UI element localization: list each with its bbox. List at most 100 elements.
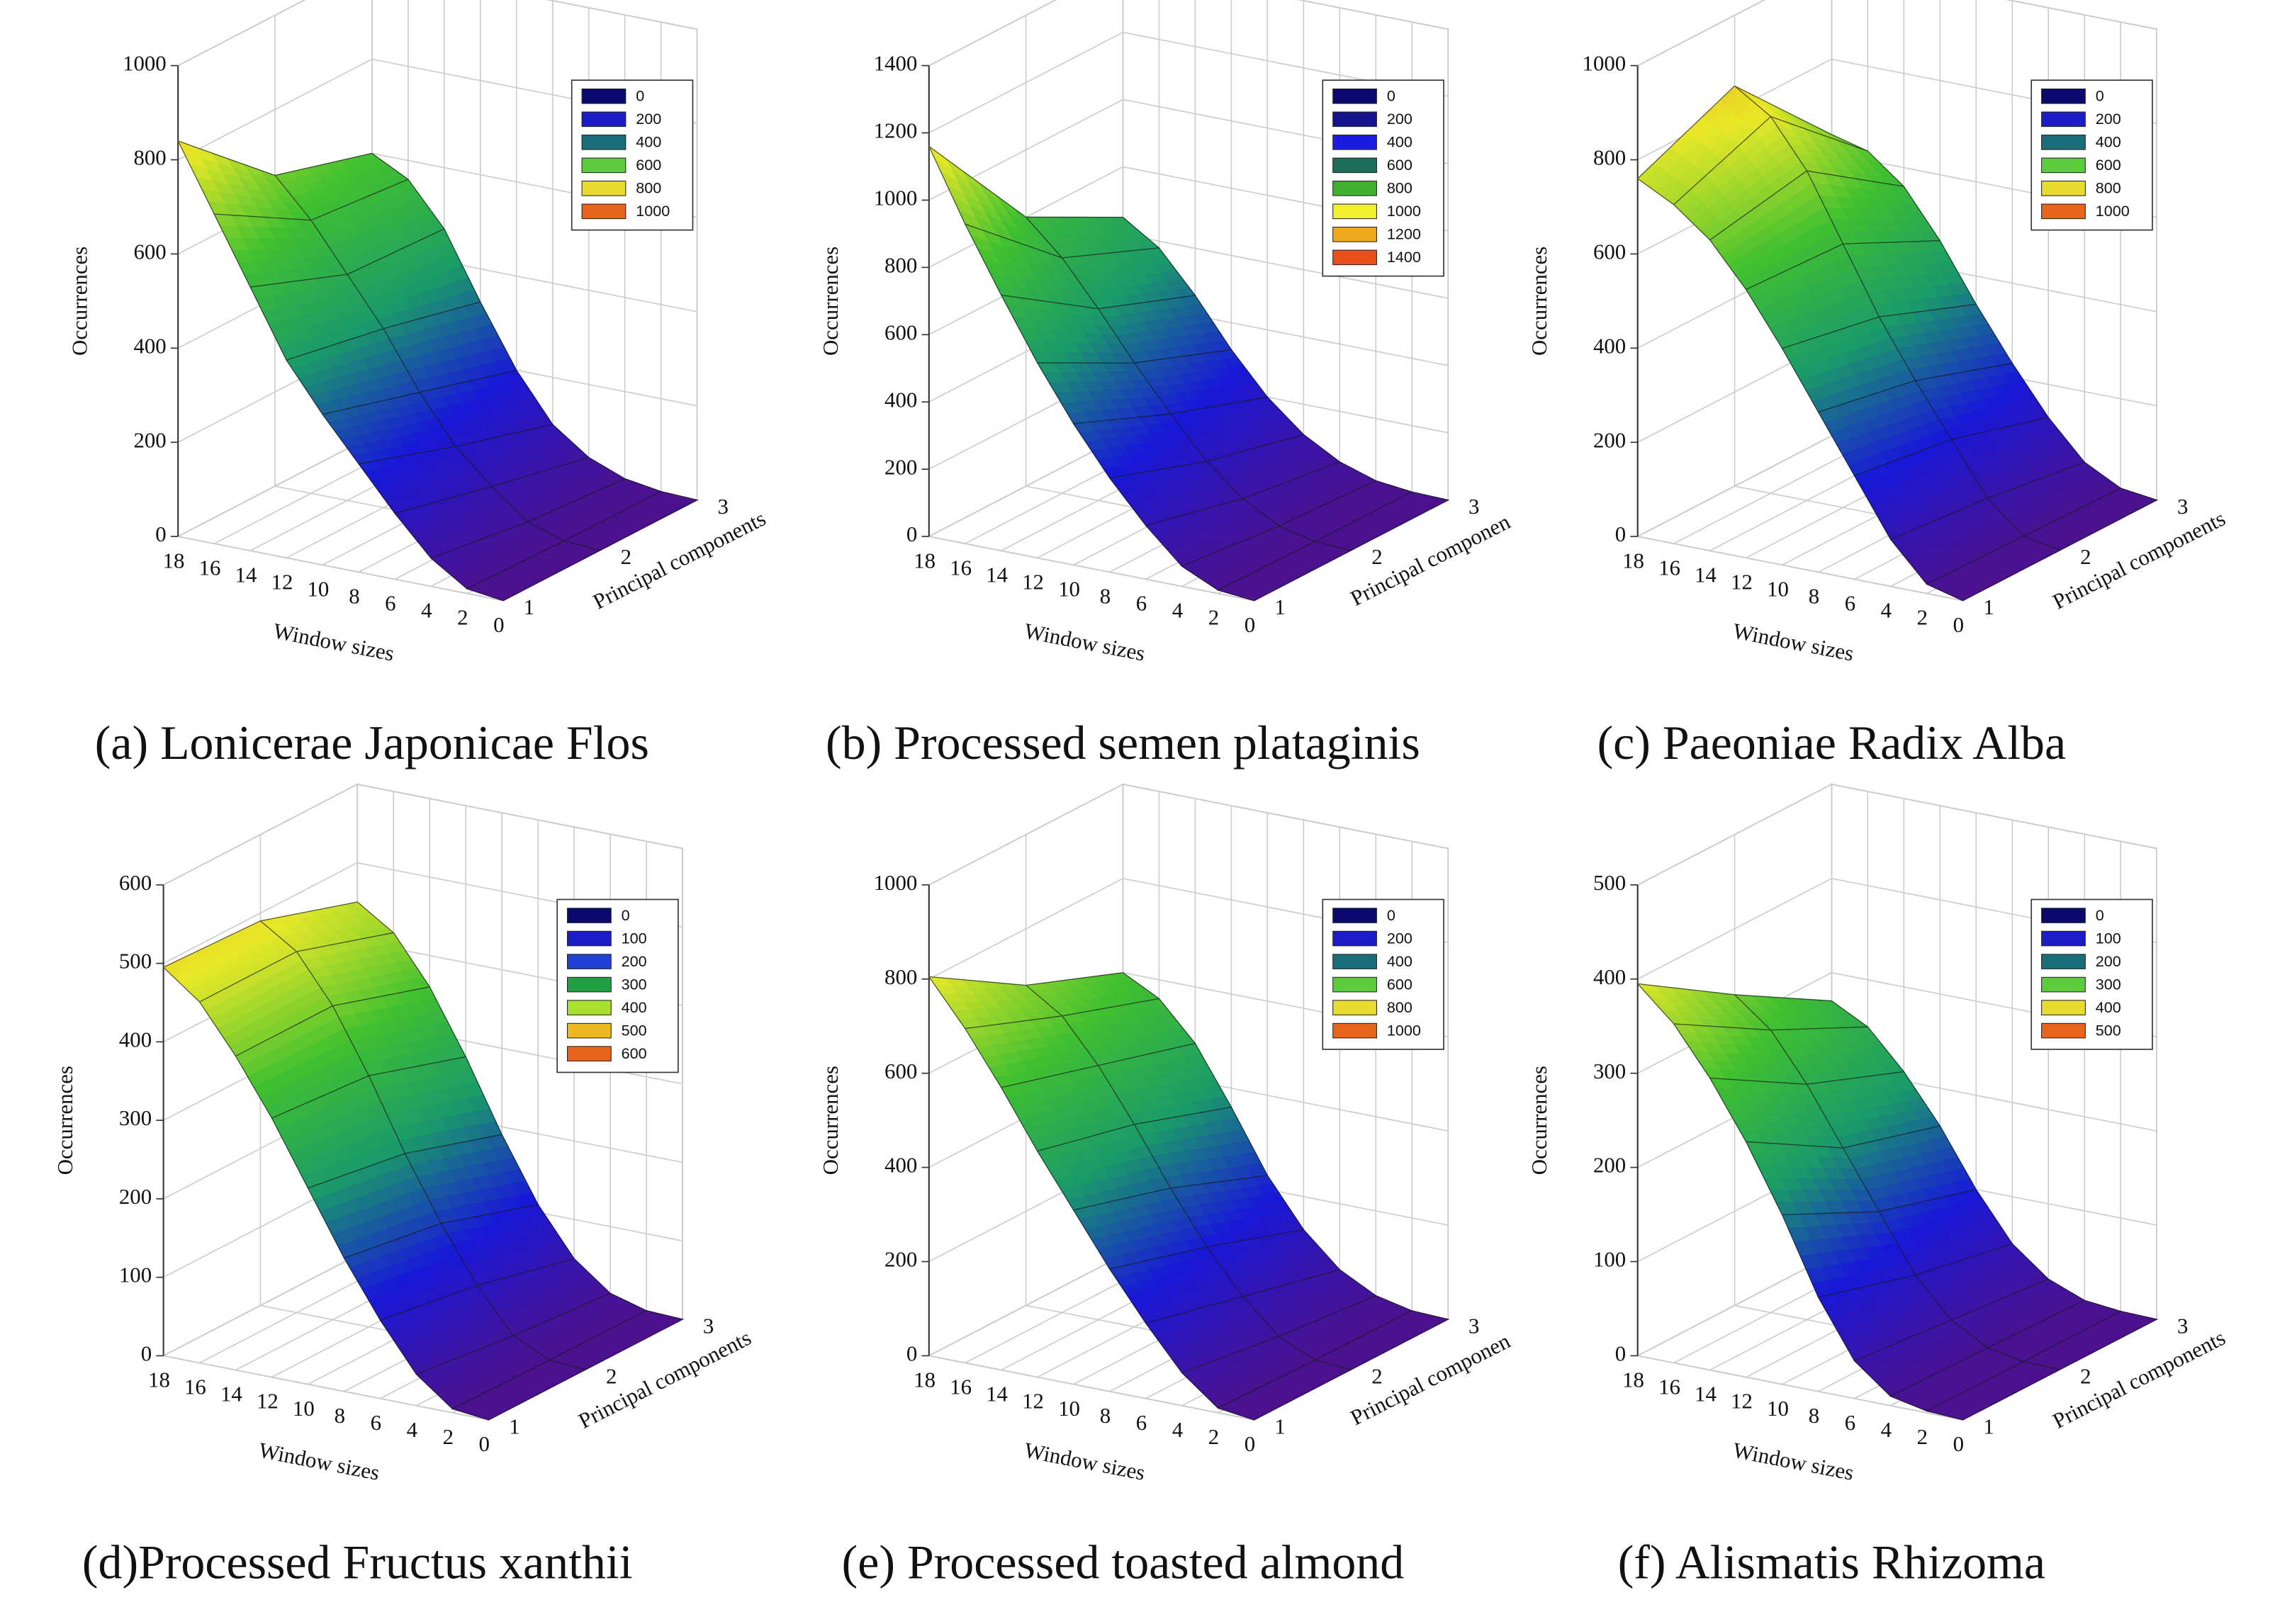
legend-swatch — [567, 976, 612, 993]
grid-line — [2006, 0, 2157, 30]
x-tick-label: 8 — [335, 1404, 345, 1428]
x-tick-label: 0 — [1245, 613, 1255, 637]
legend-label: 200 — [1387, 929, 1412, 947]
x-tick-label: 8 — [1809, 585, 1819, 609]
z-tick-label: 400 — [1593, 334, 1626, 358]
x-tick-label: 12 — [1022, 570, 1044, 594]
x-tick-label: 18 — [1622, 1368, 1644, 1392]
y-tick-label: 2 — [2080, 1364, 2091, 1388]
z-tick-label: 800 — [1593, 146, 1626, 170]
x-tick-label: 6 — [1136, 1411, 1147, 1435]
legend-swatch — [2041, 88, 2086, 104]
legend-swatch — [581, 88, 627, 104]
legend-label: 500 — [2096, 1021, 2121, 1039]
y-tick-label: 3 — [2177, 495, 2188, 519]
x-tick-label: 12 — [1731, 1389, 1753, 1414]
legend-swatch — [581, 111, 627, 128]
z-axis-label: Occurrences — [1527, 247, 1551, 356]
legend-label: 200 — [2096, 110, 2121, 128]
x-tick-label: 16 — [1658, 556, 1680, 580]
legend-label: 200 — [622, 952, 647, 970]
x-tick-label: 12 — [1022, 1389, 1044, 1414]
surface-cell — [1216, 541, 1353, 602]
x-tick-label: 10 — [1767, 1397, 1789, 1421]
z-tick-label: 0 — [155, 522, 166, 546]
z-tick-label: 200 — [119, 1185, 152, 1209]
x-tick-label: 4 — [421, 599, 432, 623]
legend-swatch — [1332, 1000, 1377, 1015]
z-tick-label: 0 — [906, 522, 917, 546]
legend-swatch — [567, 954, 612, 969]
z-tick-label: 400 — [1593, 965, 1626, 989]
z-tick-label: 600 — [884, 1059, 917, 1083]
z-tick-label: 1000 — [123, 52, 167, 76]
x-tick-label: 16 — [184, 1375, 206, 1399]
legend-swatch — [1332, 157, 1377, 174]
legend-box — [1322, 79, 1444, 277]
z-tick-label: 800 — [884, 965, 917, 989]
x-tick-label: 18 — [148, 1368, 170, 1392]
x-tick-label: 4 — [1881, 599, 1892, 623]
x-tick-label: 6 — [1845, 1411, 1855, 1435]
y-tick-label: 2 — [1371, 545, 1382, 569]
x-tick-label: 4 — [1881, 1418, 1892, 1442]
z-tick-label: 0 — [906, 1342, 917, 1366]
x-tick-label: 10 — [1058, 577, 1080, 601]
legend-label: 400 — [1387, 133, 1412, 151]
z-tick-label: 200 — [884, 455, 917, 479]
chart-title: (d)Processed Fructus xanthii — [82, 1535, 633, 1589]
z-tick-label: 400 — [119, 1027, 152, 1051]
legend-label: 400 — [2096, 133, 2121, 151]
legend-swatch — [1332, 954, 1377, 969]
z-tick-label: 1000 — [874, 871, 918, 895]
legend-label: 0 — [1387, 906, 1395, 924]
legend-label: 600 — [636, 156, 661, 174]
legend-swatch — [2041, 930, 2086, 947]
legend-swatch — [1332, 181, 1377, 196]
legend-label: 600 — [622, 1044, 647, 1062]
z-axis-label: Occurrences — [819, 247, 843, 356]
legend-swatch — [2041, 135, 2086, 150]
y-tick-label: 1 — [509, 1414, 519, 1438]
x-tick-label: 12 — [257, 1389, 279, 1414]
legend-swatch — [2041, 976, 2086, 993]
x-axis-label: Window sizes — [1022, 619, 1147, 665]
z-tick-label: 400 — [884, 1154, 917, 1178]
grid-line — [546, 0, 697, 30]
legend-swatch — [1332, 111, 1377, 128]
chart-title: (e) Processed toasted almond — [842, 1535, 1405, 1589]
legend-label: 400 — [622, 998, 647, 1016]
z-tick-label: 800 — [133, 146, 166, 170]
legend-swatch — [1332, 249, 1377, 266]
legend-swatch — [2041, 111, 2086, 128]
z-tick-label: 200 — [884, 1248, 917, 1272]
y-tick-label: 1 — [1274, 595, 1285, 619]
legend-swatch — [567, 1022, 612, 1039]
legend-label: 800 — [2096, 179, 2121, 197]
legend-label: 0 — [1387, 87, 1395, 105]
x-tick-label: 4 — [1172, 599, 1183, 623]
x-tick-label: 2 — [443, 1425, 454, 1449]
z-tick-label: 200 — [133, 428, 166, 452]
x-tick-label: 18 — [914, 1368, 936, 1392]
z-tick-label: 500 — [119, 949, 152, 974]
x-axis-label: Window sizes — [1731, 619, 1855, 665]
legend-swatch — [1332, 1022, 1377, 1039]
x-tick-label: 8 — [349, 585, 359, 609]
y-tick-label: 3 — [703, 1314, 714, 1338]
grid-line — [178, 536, 504, 602]
y-tick-label: 3 — [1468, 495, 1479, 519]
legend-swatch — [2041, 157, 2086, 174]
legend-label: 1000 — [2096, 202, 2130, 220]
legend-label: 600 — [1387, 156, 1412, 174]
z-tick-label: 100 — [119, 1263, 152, 1287]
z-tick-label: 400 — [133, 334, 166, 358]
legend-swatch — [1332, 908, 1377, 923]
legend-swatch — [567, 1000, 612, 1015]
legend-label: 1000 — [1387, 202, 1421, 220]
chart-title: (c) Paeoniae Radix Alba — [1597, 716, 2067, 769]
legend-label: 100 — [2096, 929, 2121, 947]
z-tick-label: 200 — [1593, 428, 1626, 452]
y-tick-label: 3 — [1468, 1314, 1479, 1338]
x-tick-label: 6 — [385, 592, 395, 616]
